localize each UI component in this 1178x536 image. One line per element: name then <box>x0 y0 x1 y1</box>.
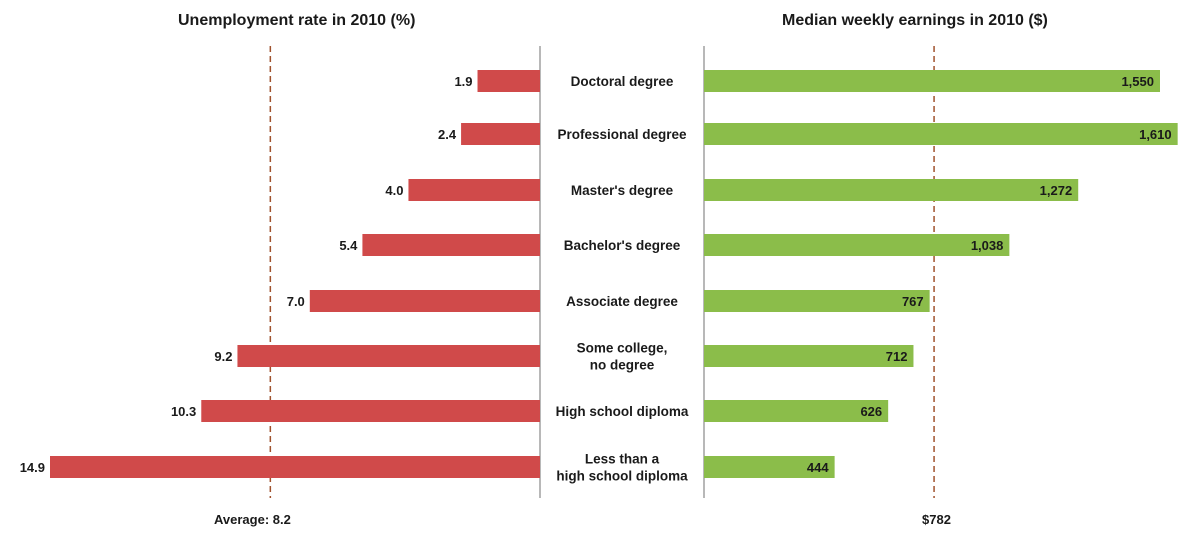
earnings-bar <box>704 234 1010 256</box>
earnings-value-label: 767 <box>902 294 924 309</box>
left-chart-title: Unemployment rate in 2010 (%) <box>178 12 416 29</box>
unemployment-value-label: 2.4 <box>438 127 457 142</box>
earnings-bar <box>704 123 1178 145</box>
unemployment-bar <box>50 456 540 478</box>
earnings-value-label: 1,272 <box>1040 183 1073 198</box>
unemployment-bar <box>362 234 540 256</box>
right-reference-label: $782 <box>922 512 951 527</box>
earnings-bar <box>704 456 835 478</box>
unemployment-bar <box>237 345 541 367</box>
earnings-value-label: 1,038 <box>971 238 1004 253</box>
category-label: Professional degree <box>557 127 687 142</box>
earnings-value-label: 626 <box>860 404 882 419</box>
earnings-bar <box>704 345 914 367</box>
category-label: Doctoral degree <box>571 74 674 89</box>
category-label: Less than a <box>585 452 660 467</box>
earnings-value-label: 1,550 <box>1121 74 1154 89</box>
unemployment-value-label: 10.3 <box>171 404 196 419</box>
earnings-value-label: 1,610 <box>1139 127 1172 142</box>
earnings-value-label: 444 <box>807 460 829 475</box>
category-label: no degree <box>590 358 655 373</box>
left-reference-label: Average: 8.2 <box>214 512 291 527</box>
unemployment-value-label: 9.2 <box>214 349 232 364</box>
earnings-bar <box>704 290 930 312</box>
earnings-value-label: 712 <box>886 349 908 364</box>
unemployment-bar <box>461 123 540 145</box>
category-label: High school diploma <box>556 404 689 419</box>
unemployment-bar <box>477 70 540 92</box>
unemployment-bar <box>201 400 541 422</box>
unemployment-value-label: 14.9 <box>20 460 45 475</box>
category-label: high school diploma <box>556 469 688 484</box>
unemployment-value-label: 5.4 <box>339 238 358 253</box>
earnings-bar <box>704 70 1160 92</box>
unemployment-value-label: 4.0 <box>385 183 403 198</box>
unemployment-bar <box>309 290 540 312</box>
category-label: Associate degree <box>566 294 678 309</box>
category-label: Bachelor's degree <box>564 238 681 253</box>
earnings-bar <box>704 179 1079 201</box>
earnings-bar <box>704 400 889 422</box>
unemployment-value-label: 7.0 <box>287 294 305 309</box>
unemployment-bar <box>408 179 540 201</box>
right-chart-title: Median weekly earnings in 2010 ($) <box>782 12 1048 29</box>
unemployment-value-label: 1.9 <box>454 74 472 89</box>
category-label: Master's degree <box>571 183 674 198</box>
category-label: Some college, <box>577 341 668 356</box>
